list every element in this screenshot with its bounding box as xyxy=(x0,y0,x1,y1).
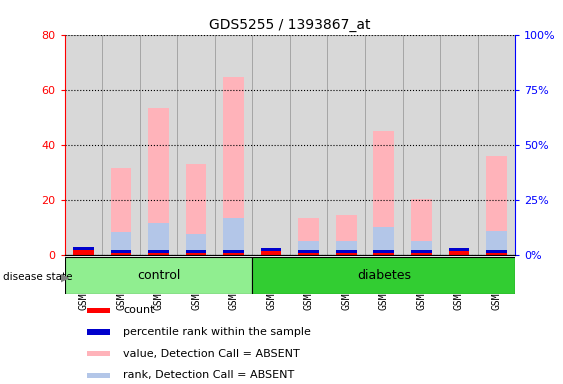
Text: diabetes: diabetes xyxy=(357,269,411,282)
Bar xyxy=(252,257,515,294)
Bar xyxy=(224,250,244,253)
Bar xyxy=(449,251,469,255)
Bar xyxy=(111,253,131,255)
Bar xyxy=(73,248,94,255)
Bar xyxy=(148,223,169,255)
Bar xyxy=(298,250,319,253)
Bar xyxy=(111,250,131,253)
Bar xyxy=(411,250,432,253)
Bar xyxy=(486,156,507,255)
Bar xyxy=(298,241,319,255)
Bar xyxy=(224,77,244,255)
Bar xyxy=(449,250,469,255)
Bar xyxy=(298,253,319,255)
Bar xyxy=(365,35,403,255)
Bar xyxy=(449,248,469,251)
Bar xyxy=(215,35,252,255)
Bar xyxy=(87,372,110,378)
Bar xyxy=(65,35,102,255)
Bar xyxy=(252,35,290,255)
Text: rank, Detection Call = ABSENT: rank, Detection Call = ABSENT xyxy=(123,370,294,380)
Bar xyxy=(87,308,110,313)
Bar xyxy=(65,257,252,294)
Bar xyxy=(73,247,94,250)
Bar xyxy=(328,35,365,255)
Bar xyxy=(111,169,131,255)
Bar xyxy=(186,164,207,255)
Bar xyxy=(261,250,282,255)
Bar xyxy=(336,253,356,255)
Bar xyxy=(486,253,507,255)
Bar xyxy=(440,35,477,255)
Bar xyxy=(261,252,282,255)
Bar xyxy=(111,232,131,255)
Bar xyxy=(449,251,469,255)
Bar xyxy=(486,250,507,253)
Bar xyxy=(148,253,169,255)
Bar xyxy=(373,227,394,255)
Bar xyxy=(261,248,282,251)
Bar xyxy=(87,329,110,335)
Bar xyxy=(102,35,140,255)
Bar xyxy=(224,253,244,255)
Bar xyxy=(477,35,515,255)
Bar xyxy=(411,199,432,255)
Bar xyxy=(186,234,207,255)
Bar xyxy=(186,253,207,255)
Bar xyxy=(186,250,207,253)
Title: GDS5255 / 1393867_at: GDS5255 / 1393867_at xyxy=(209,18,370,32)
Bar xyxy=(298,218,319,255)
Bar xyxy=(140,35,177,255)
Bar xyxy=(411,253,432,255)
Bar xyxy=(411,241,432,255)
Bar xyxy=(290,35,328,255)
Bar xyxy=(403,35,440,255)
Bar xyxy=(373,253,394,255)
Text: ▶: ▶ xyxy=(61,272,69,282)
Bar xyxy=(148,108,169,255)
Text: control: control xyxy=(137,269,180,282)
Bar xyxy=(148,250,169,253)
Bar xyxy=(336,215,356,255)
Bar xyxy=(336,241,356,255)
Bar xyxy=(486,231,507,255)
Text: value, Detection Call = ABSENT: value, Detection Call = ABSENT xyxy=(123,349,300,359)
Bar xyxy=(73,250,94,255)
Text: count: count xyxy=(123,305,155,315)
Bar xyxy=(373,131,394,255)
Text: disease state: disease state xyxy=(3,272,72,282)
Bar xyxy=(87,351,110,356)
Bar xyxy=(336,250,356,253)
Bar xyxy=(261,251,282,255)
Bar xyxy=(73,252,94,255)
Bar xyxy=(177,35,215,255)
Bar xyxy=(373,250,394,253)
Bar xyxy=(224,218,244,255)
Text: percentile rank within the sample: percentile rank within the sample xyxy=(123,327,311,337)
